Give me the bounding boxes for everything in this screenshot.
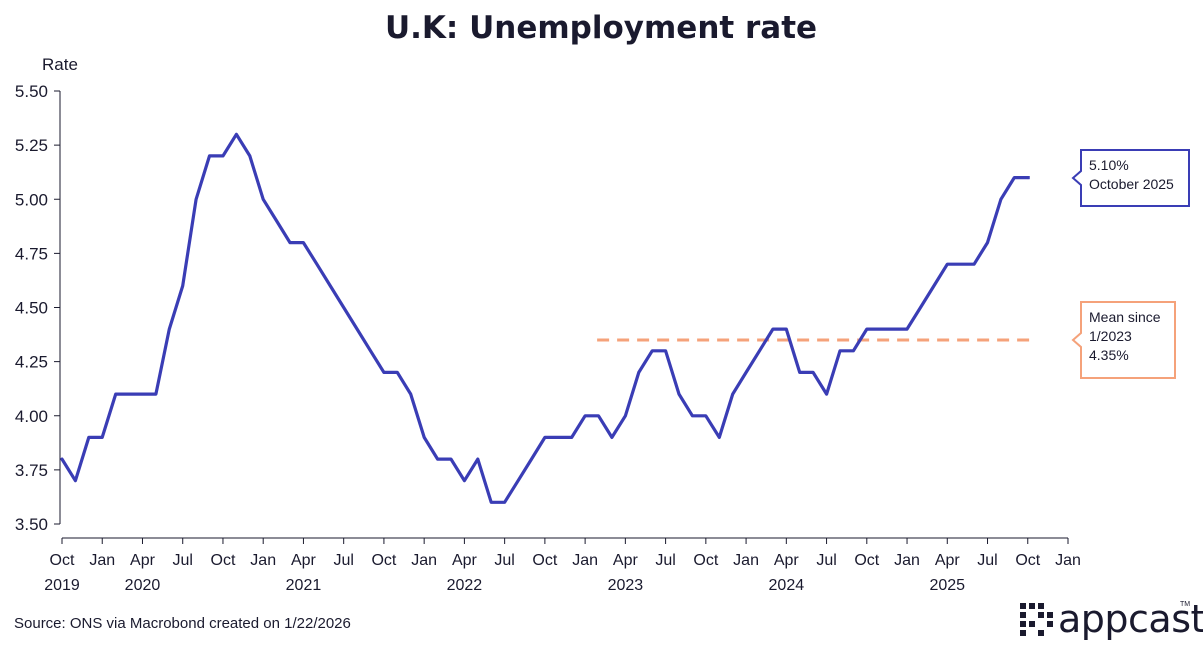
x-month-label: Apr: [774, 552, 800, 569]
y-tick-label: 5.00: [15, 190, 48, 209]
x-month-label: Jan: [572, 552, 598, 569]
x-year-label: 2019: [44, 577, 80, 594]
x-month-label: Jan: [250, 552, 276, 569]
y-tick-label: 3.75: [15, 461, 48, 480]
x-month-label: Oct: [371, 552, 396, 569]
callout-text: 4.35%: [1089, 347, 1129, 363]
series-line: [60, 132, 1030, 504]
logo-tm: TM: [1180, 601, 1191, 608]
x-year-label: 2024: [769, 577, 805, 594]
y-tick-label: 4.75: [15, 244, 48, 263]
x-month-label: Jul: [172, 552, 192, 569]
logo-mark-icon: [1020, 603, 1053, 636]
y-axis: 5.50 5.25 5.00 4.75 4.50 4.25 4.00 3.75 3.50: [15, 82, 61, 534]
x-month-label: Jul: [494, 552, 514, 569]
x-month-label: Jul: [333, 552, 353, 569]
y-tick-label: 4.00: [15, 407, 48, 426]
x-month-label: Jul: [977, 552, 997, 569]
x-month-label: Apr: [935, 552, 961, 569]
x-month-label: Jul: [816, 552, 836, 569]
logo-text: appcast: [1058, 597, 1203, 641]
y-tick-label: 3.50: [15, 515, 48, 534]
y-tick-label: 5.25: [15, 136, 48, 155]
x-month-label: Oct: [1015, 552, 1040, 569]
x-month-label: Jan: [733, 552, 759, 569]
x-year-label: 2025: [929, 577, 965, 594]
callout-text: Mean since: [1089, 309, 1161, 325]
source-note: Source: ONS via Macrobond created on 1/2…: [14, 615, 351, 632]
callout-box: [1071, 301, 1176, 379]
x-month-label: Jan: [1055, 552, 1081, 569]
x-month-label: Jul: [655, 552, 675, 569]
x-month-label: Oct: [50, 552, 75, 569]
x-month-label: Apr: [452, 552, 478, 569]
x-month-label: Apr: [613, 552, 639, 569]
x-year-label: 2020: [125, 577, 161, 594]
x-month-label: Oct: [532, 552, 557, 569]
y-tick-label: 5.50: [15, 82, 48, 101]
x-month-label: Jan: [411, 552, 437, 569]
x-month-label: Jan: [89, 552, 115, 569]
annotation-layer: 5.10% October 2025 Mean since 1/2023 4.35%: [1071, 149, 1190, 379]
x-axis: Oct Jan Apr Jul Oct Jan Apr Jul Oct Jan Apr Jul Oct J…: [44, 537, 1081, 594]
x-month-label: Oct: [693, 552, 718, 569]
x-year-label: 2021: [286, 577, 322, 594]
callout-text: 1/2023: [1089, 328, 1132, 344]
x-year-label: 2023: [608, 577, 644, 594]
x-month-label: Apr: [291, 552, 317, 569]
callout-text: October 2025: [1089, 176, 1174, 192]
x-month-label: Jan: [894, 552, 920, 569]
callout-text: 5.10%: [1089, 157, 1129, 173]
series-layer: [60, 132, 1030, 504]
x-month-label: Oct: [854, 552, 879, 569]
callout-box: [1071, 149, 1190, 207]
chart-title: U.K: Unemployment rate: [385, 10, 817, 46]
x-year-label: 2022: [447, 577, 483, 594]
appcast-logo: appcast TM: [1020, 597, 1203, 641]
x-month-label: Oct: [211, 552, 236, 569]
y-tick-label: 4.50: [15, 299, 48, 318]
y-axis-label: Rate: [42, 55, 78, 74]
y-tick-label: 4.25: [15, 353, 48, 372]
x-month-label: Apr: [130, 552, 156, 569]
